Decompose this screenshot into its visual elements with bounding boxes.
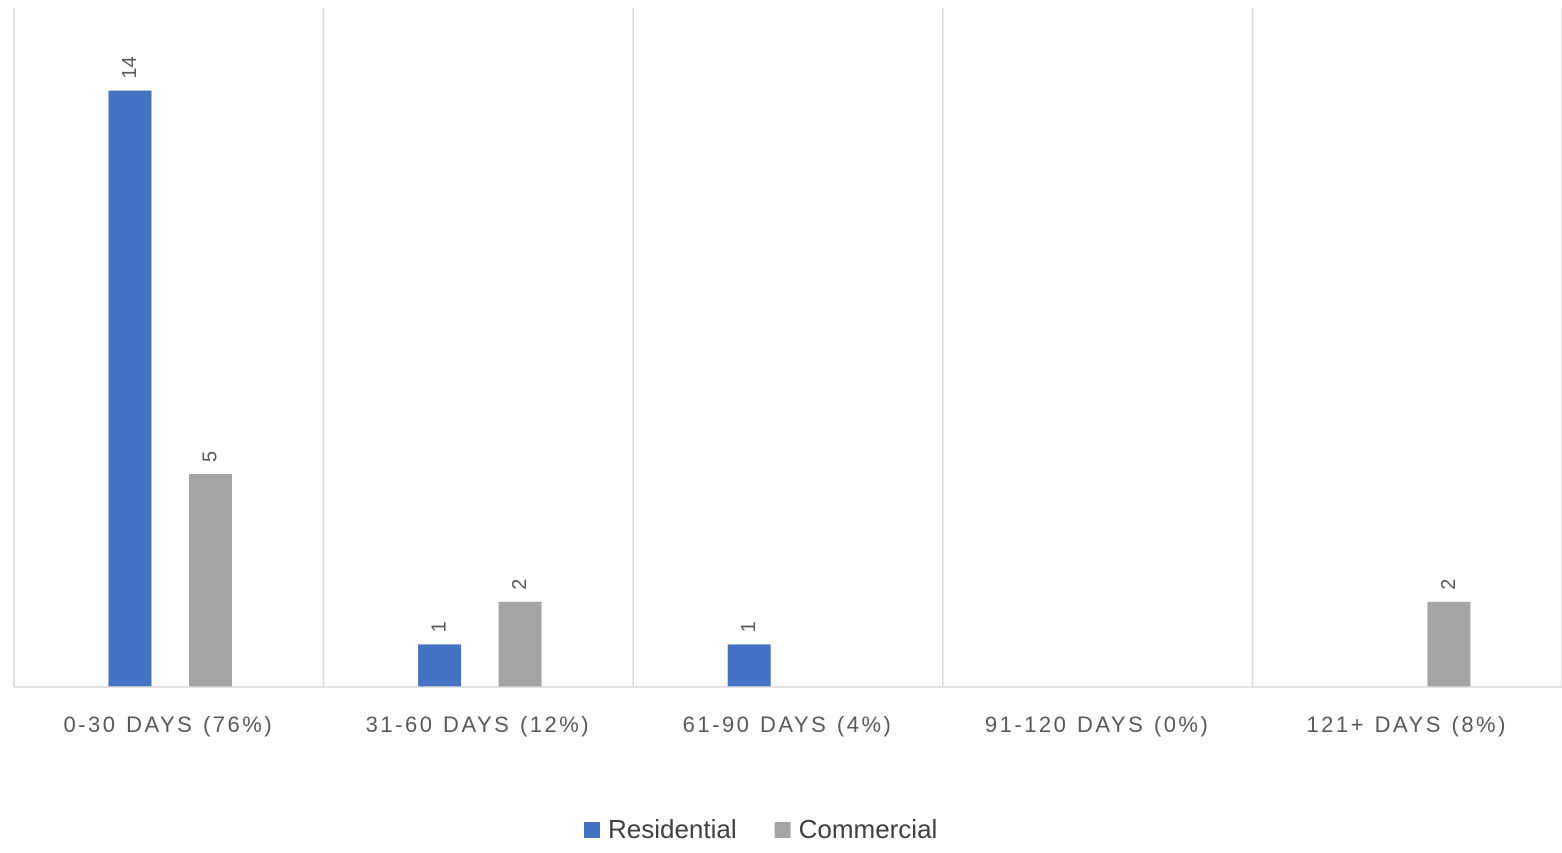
x-tick-label-121-days-8: 121+ DAYS (8%) (1306, 712, 1508, 737)
x-tick-label-91-120-days-0: 91-120 DAYS (0%) (985, 712, 1210, 737)
data-label-commercial-121-days-8: 2 (1438, 579, 1460, 590)
legend-label-residential: Residential (608, 814, 737, 844)
x-axis-tick-labels: 0-30 DAYS (76%) 31-60 DAYS (12%) 61-90 DAY… (63, 712, 1508, 737)
bar-residential-61-90-days-4 (727, 644, 771, 687)
x-tick-label-61-90-days-4: 61-90 DAYS (4%) (683, 712, 894, 737)
x-tick-label-0-30-days-76: 0-30 DAYS (76%) (63, 712, 274, 737)
x-tick-label-31-60-days-12: 31-60 DAYS (12%) (366, 712, 591, 737)
bar-commercial-0-30-days-76 (189, 474, 232, 687)
grid-lines (13, 8, 1562, 687)
data-labels: 14 1 1 5 2 2 (119, 56, 1460, 632)
data-label-commercial-31-60-days-12: 2 (509, 579, 531, 590)
data-label-residential-0-30-days-76: 14 (119, 56, 141, 78)
bar-residential-0-30-days-76 (108, 90, 152, 688)
bar-commercial-31-60-days-12 (498, 601, 542, 687)
bar-commercial-121-days-8 (1427, 601, 1471, 687)
legend-label-commercial: Commercial (799, 814, 938, 844)
legend-swatch-residential (584, 822, 600, 838)
data-label-residential-31-60-days-12: 1 (429, 621, 451, 632)
data-label-commercial-0-30-days-76: 5 (200, 451, 222, 462)
legend: Residential Commercial (584, 814, 937, 844)
legend-swatch-commercial (774, 822, 791, 838)
bars (108, 90, 1471, 688)
bar-residential-31-60-days-12 (418, 644, 462, 687)
data-label-residential-61-90-days-4: 1 (738, 621, 760, 632)
